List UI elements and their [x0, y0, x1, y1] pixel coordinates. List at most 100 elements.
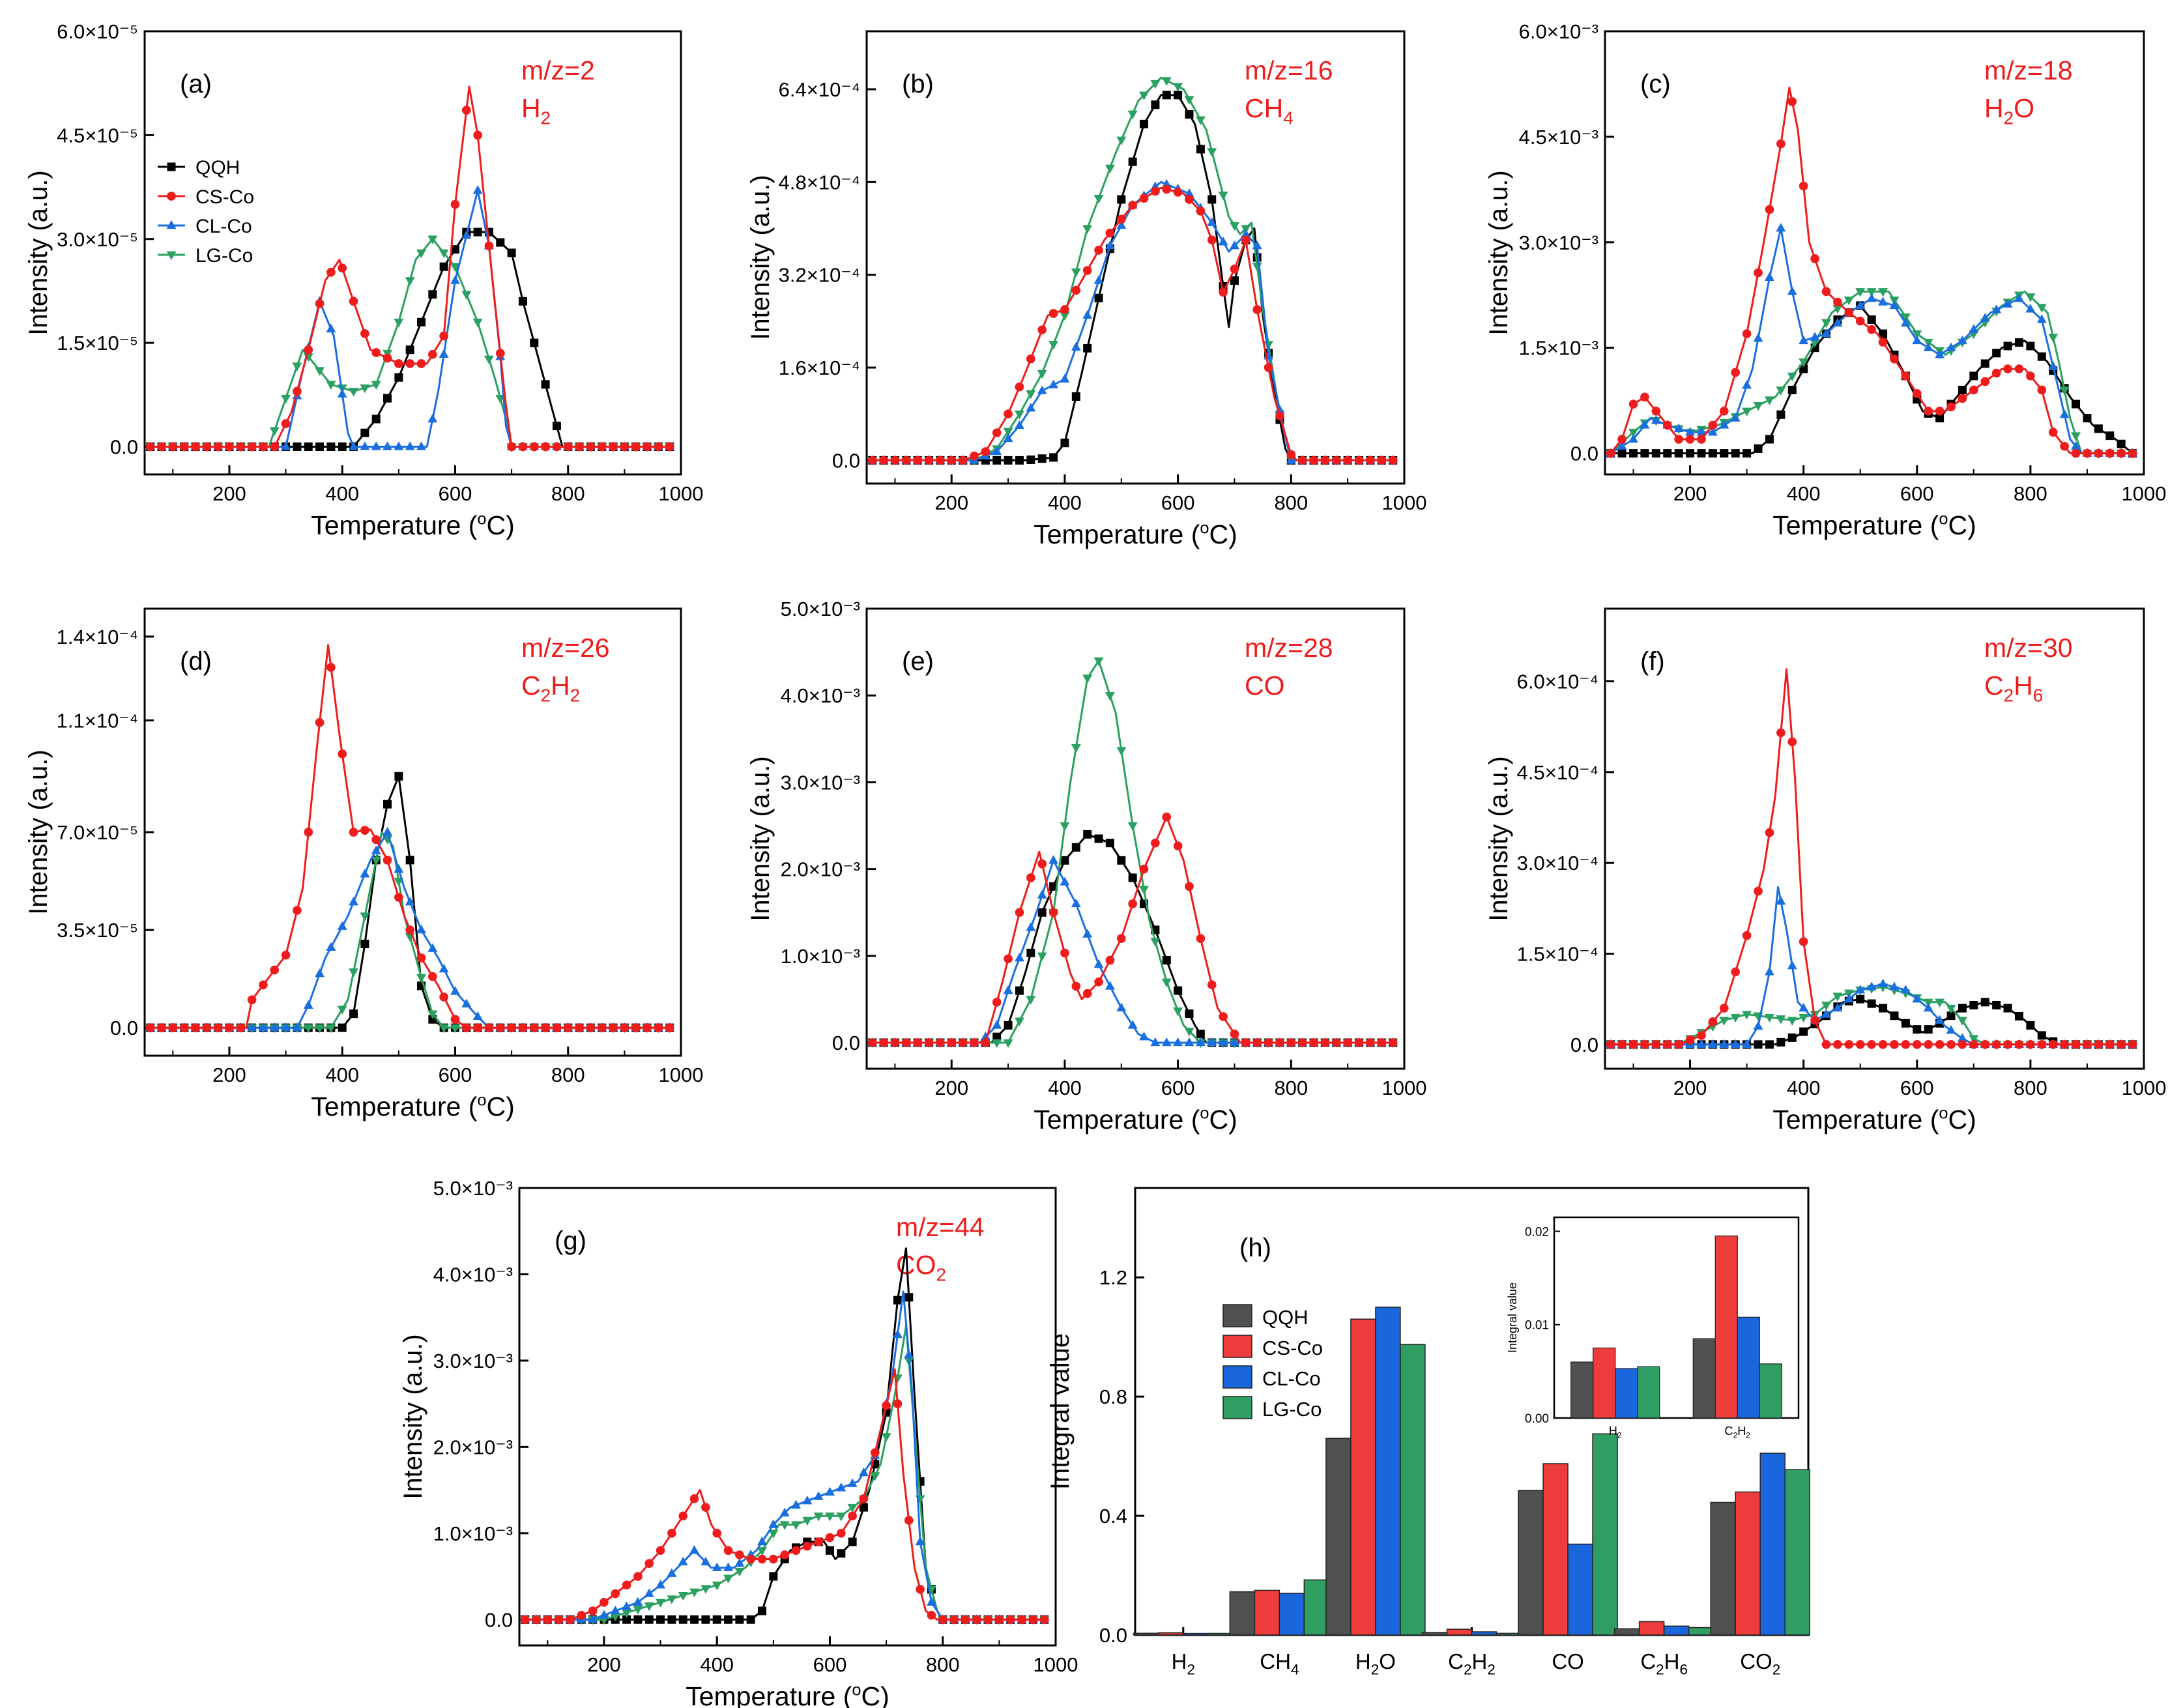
data-point-CS-Co [924, 1038, 934, 1047]
data-point-CL-Co [1286, 455, 1296, 464]
data-point-LG-Co [1229, 222, 1239, 231]
data-point-LG-Co [836, 1513, 846, 1522]
data-point-CL-Co [1673, 423, 1684, 433]
data-point-CL-Co [757, 1536, 767, 1546]
data-point-QQH [371, 414, 381, 424]
data-point-CL-Co [1832, 317, 1843, 327]
data-point-CS-Co [1787, 737, 1797, 747]
data-point-CL-Co [1912, 994, 1922, 1003]
data-point-CS-Co [1139, 194, 1149, 203]
data-point-CS-Co [791, 1546, 801, 1556]
data-point-CS-Co [371, 835, 381, 845]
series-CS-Co [145, 644, 674, 1032]
data-point-CL-Co [1912, 335, 1922, 345]
data-point-CS-Co [293, 906, 302, 915]
data-point-CS-Co [1697, 1031, 1706, 1040]
data-point-LG-Co [2071, 432, 2081, 441]
data-point-CL-Co [1935, 349, 1945, 358]
data-point-CS-Co [1105, 228, 1115, 238]
data-point-CL-Co [644, 1588, 654, 1597]
data-point-CL-Co [394, 864, 404, 873]
data-point-CL-Co [371, 845, 381, 854]
data-point-QQH [758, 1606, 767, 1615]
data-point-LG-Co [1912, 330, 1922, 340]
data-point-QQH [1720, 449, 1729, 458]
y-tick-label: 0.0 [110, 436, 138, 459]
data-point-CS-Co [1776, 139, 1785, 149]
data-point-CL-Co [1730, 413, 1741, 422]
series-LG-Co [1606, 288, 2138, 459]
bar-QQH-CH4 [1229, 1591, 1256, 1636]
data-point-CL-Co [1218, 237, 1228, 246]
data-point-CS-Co [1935, 1040, 1944, 1049]
data-point-QQH [1049, 882, 1058, 891]
y-tick-label: 3.0×10⁻³ [781, 771, 860, 794]
data-point-CS-Co [473, 130, 482, 140]
data-point-CS-Co [882, 1400, 891, 1410]
species-annotation: C2H6 [1984, 671, 2043, 705]
data-point-CS-Co [735, 1550, 744, 1559]
data-point-CS-Co [383, 856, 392, 865]
data-point-CS-Co [1320, 1038, 1330, 1047]
data-point-CL-Co [439, 349, 449, 358]
bar-CS-Co-CH4 [1254, 1589, 1280, 1636]
y-axis-label: Intensity (a.u.) [399, 1334, 427, 1499]
data-point-CL-Co [461, 230, 472, 239]
data-point-CS-Co [2014, 1040, 2024, 1049]
data-point-CL-Co [1003, 985, 1013, 994]
y-tick-label: 1.0×10⁻³ [781, 945, 860, 968]
data-point-CL-Co [416, 924, 426, 934]
data-point-CL-Co [992, 446, 1002, 456]
data-point-LG-Co [768, 1529, 779, 1539]
data-point-CS-Co [247, 442, 257, 452]
data-point-CL-Co [2071, 441, 2081, 450]
data-point-CS-Co [270, 965, 280, 975]
data-point-QQH [2037, 1031, 2046, 1040]
data-point-QQH [1980, 359, 1989, 368]
legend-label-QQH: QQH [195, 157, 240, 179]
data-point-CL-Co [610, 1605, 620, 1615]
legend-swatch-LG-Co [1222, 1396, 1252, 1419]
data-point-CS-Co [1162, 184, 1172, 194]
data-point-LG-Co [1776, 1015, 1786, 1024]
data-point-LG-Co [1935, 998, 1945, 1007]
data-point-CS-Co [1697, 435, 1706, 444]
data-point-QQH [1162, 955, 1171, 964]
data-point-CS-Co [947, 456, 957, 465]
data-point-CS-Co [1297, 1038, 1307, 1047]
data-point-CL-Co [1014, 420, 1024, 429]
data-point-CS-Co [1082, 989, 1092, 998]
plot-frame [865, 30, 1406, 485]
data-point-QQH [1969, 371, 1978, 381]
data-point-CS-Co [1765, 828, 1774, 837]
data-point-LG-Co [1218, 192, 1228, 201]
data-point-CS-Co [1037, 325, 1047, 335]
data-point-CS-Co [972, 1615, 981, 1625]
data-point-CL-Co [915, 1536, 925, 1546]
data-point-LG-Co [461, 291, 472, 300]
line-legend: QQH CS-Co CL-Co LG-Co [158, 157, 254, 267]
data-point-CL-Co [1026, 403, 1036, 412]
data-point-QQH [2003, 1004, 2012, 1013]
data-point-CS-Co [1731, 967, 1741, 977]
x-tick-label: 800 [1274, 491, 1308, 514]
data-point-QQH [1004, 1020, 1013, 1030]
data-point-CL-Co [791, 1499, 801, 1509]
data-point-CL-Co [813, 1491, 824, 1500]
data-point-LG-Co [484, 355, 494, 365]
data-point-CS-Co [1844, 308, 1854, 317]
data-point-CS-Co [879, 1038, 888, 1047]
data-point-CS-Co [405, 359, 414, 368]
data-point-QQH [1969, 1000, 1978, 1009]
data-point-QQH [1901, 1019, 1910, 1028]
data-point-CS-Co [1377, 456, 1387, 465]
data-point-CS-Co [191, 1023, 200, 1032]
data-point-CS-Co [461, 106, 471, 115]
data-point-QQH [338, 442, 347, 451]
data-point-CS-Co [1980, 1040, 1990, 1049]
inset-y-tick-label: 0.02 [1525, 1225, 1549, 1239]
x-axis-label: Temperature (oC) [311, 1091, 515, 1122]
data-point-CL-Co [992, 1020, 1002, 1029]
data-point-CL-Co [779, 1507, 790, 1517]
y-tick-label: 0.8 [1099, 1385, 1127, 1408]
